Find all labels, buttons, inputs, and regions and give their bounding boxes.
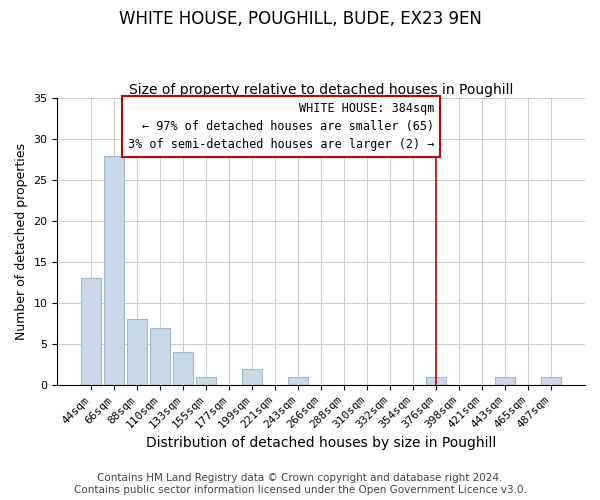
X-axis label: Distribution of detached houses by size in Poughill: Distribution of detached houses by size … xyxy=(146,436,496,450)
Bar xyxy=(151,328,170,385)
Text: WHITE HOUSE, POUGHILL, BUDE, EX23 9EN: WHITE HOUSE, POUGHILL, BUDE, EX23 9EN xyxy=(119,10,481,28)
Bar xyxy=(82,278,101,385)
Y-axis label: Number of detached properties: Number of detached properties xyxy=(15,143,28,340)
Bar xyxy=(289,377,308,385)
Bar xyxy=(541,377,561,385)
Title: Size of property relative to detached houses in Poughill: Size of property relative to detached ho… xyxy=(129,83,514,97)
Bar xyxy=(242,368,262,385)
Text: WHITE HOUSE: 384sqm
← 97% of detached houses are smaller (65)
3% of semi-detache: WHITE HOUSE: 384sqm ← 97% of detached ho… xyxy=(128,102,434,152)
Bar xyxy=(127,320,147,385)
Bar xyxy=(496,377,515,385)
Bar xyxy=(173,352,193,385)
Bar xyxy=(104,156,124,385)
Bar xyxy=(427,377,446,385)
Bar xyxy=(196,377,216,385)
Text: Contains HM Land Registry data © Crown copyright and database right 2024.
Contai: Contains HM Land Registry data © Crown c… xyxy=(74,474,526,495)
